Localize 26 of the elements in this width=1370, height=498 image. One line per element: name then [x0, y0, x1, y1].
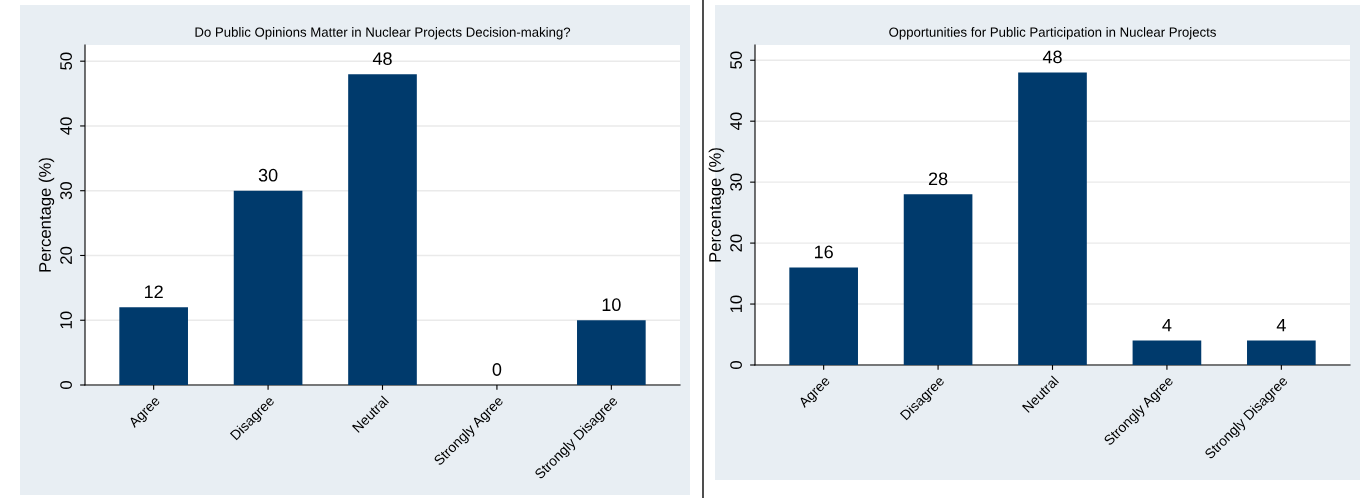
data-label: 12 [144, 285, 163, 298]
y-tick-label: 10 [730, 295, 742, 313]
data-label: 4 [1276, 318, 1286, 332]
data-label: 48 [1042, 50, 1062, 64]
y-tick-label: 40 [60, 117, 72, 135]
chart-title: Opportunities for Public Participation in Nuclear Projects [889, 27, 1216, 40]
y-tick-label: 20 [60, 246, 72, 264]
y-tick-label: 50 [730, 51, 742, 69]
y-tick-label: 40 [730, 112, 742, 131]
y-tick-label: 50 [60, 52, 72, 70]
y-axis-title: Percentage (%) [708, 148, 725, 262]
data-label: 28 [928, 172, 948, 186]
y-tick-label: 0 [60, 381, 72, 389]
y-axis-title: Percentage (%) [38, 158, 55, 272]
data-label: 0 [492, 363, 502, 376]
y-tick-label: 0 [730, 361, 742, 369]
y-tick-label: 30 [730, 173, 742, 191]
y-tick-label: 20 [730, 234, 742, 252]
data-label: 48 [372, 52, 392, 66]
chart-title: Do Public Opinions Matter in Nuclear Projects Decision-making? [195, 27, 571, 40]
data-label: 16 [814, 245, 833, 259]
data-label: 30 [258, 168, 278, 182]
data-label: 4 [1162, 318, 1172, 332]
y-tick-label: 10 [60, 311, 72, 329]
data-label: 10 [602, 298, 621, 312]
y-tick-label: 30 [60, 182, 72, 200]
